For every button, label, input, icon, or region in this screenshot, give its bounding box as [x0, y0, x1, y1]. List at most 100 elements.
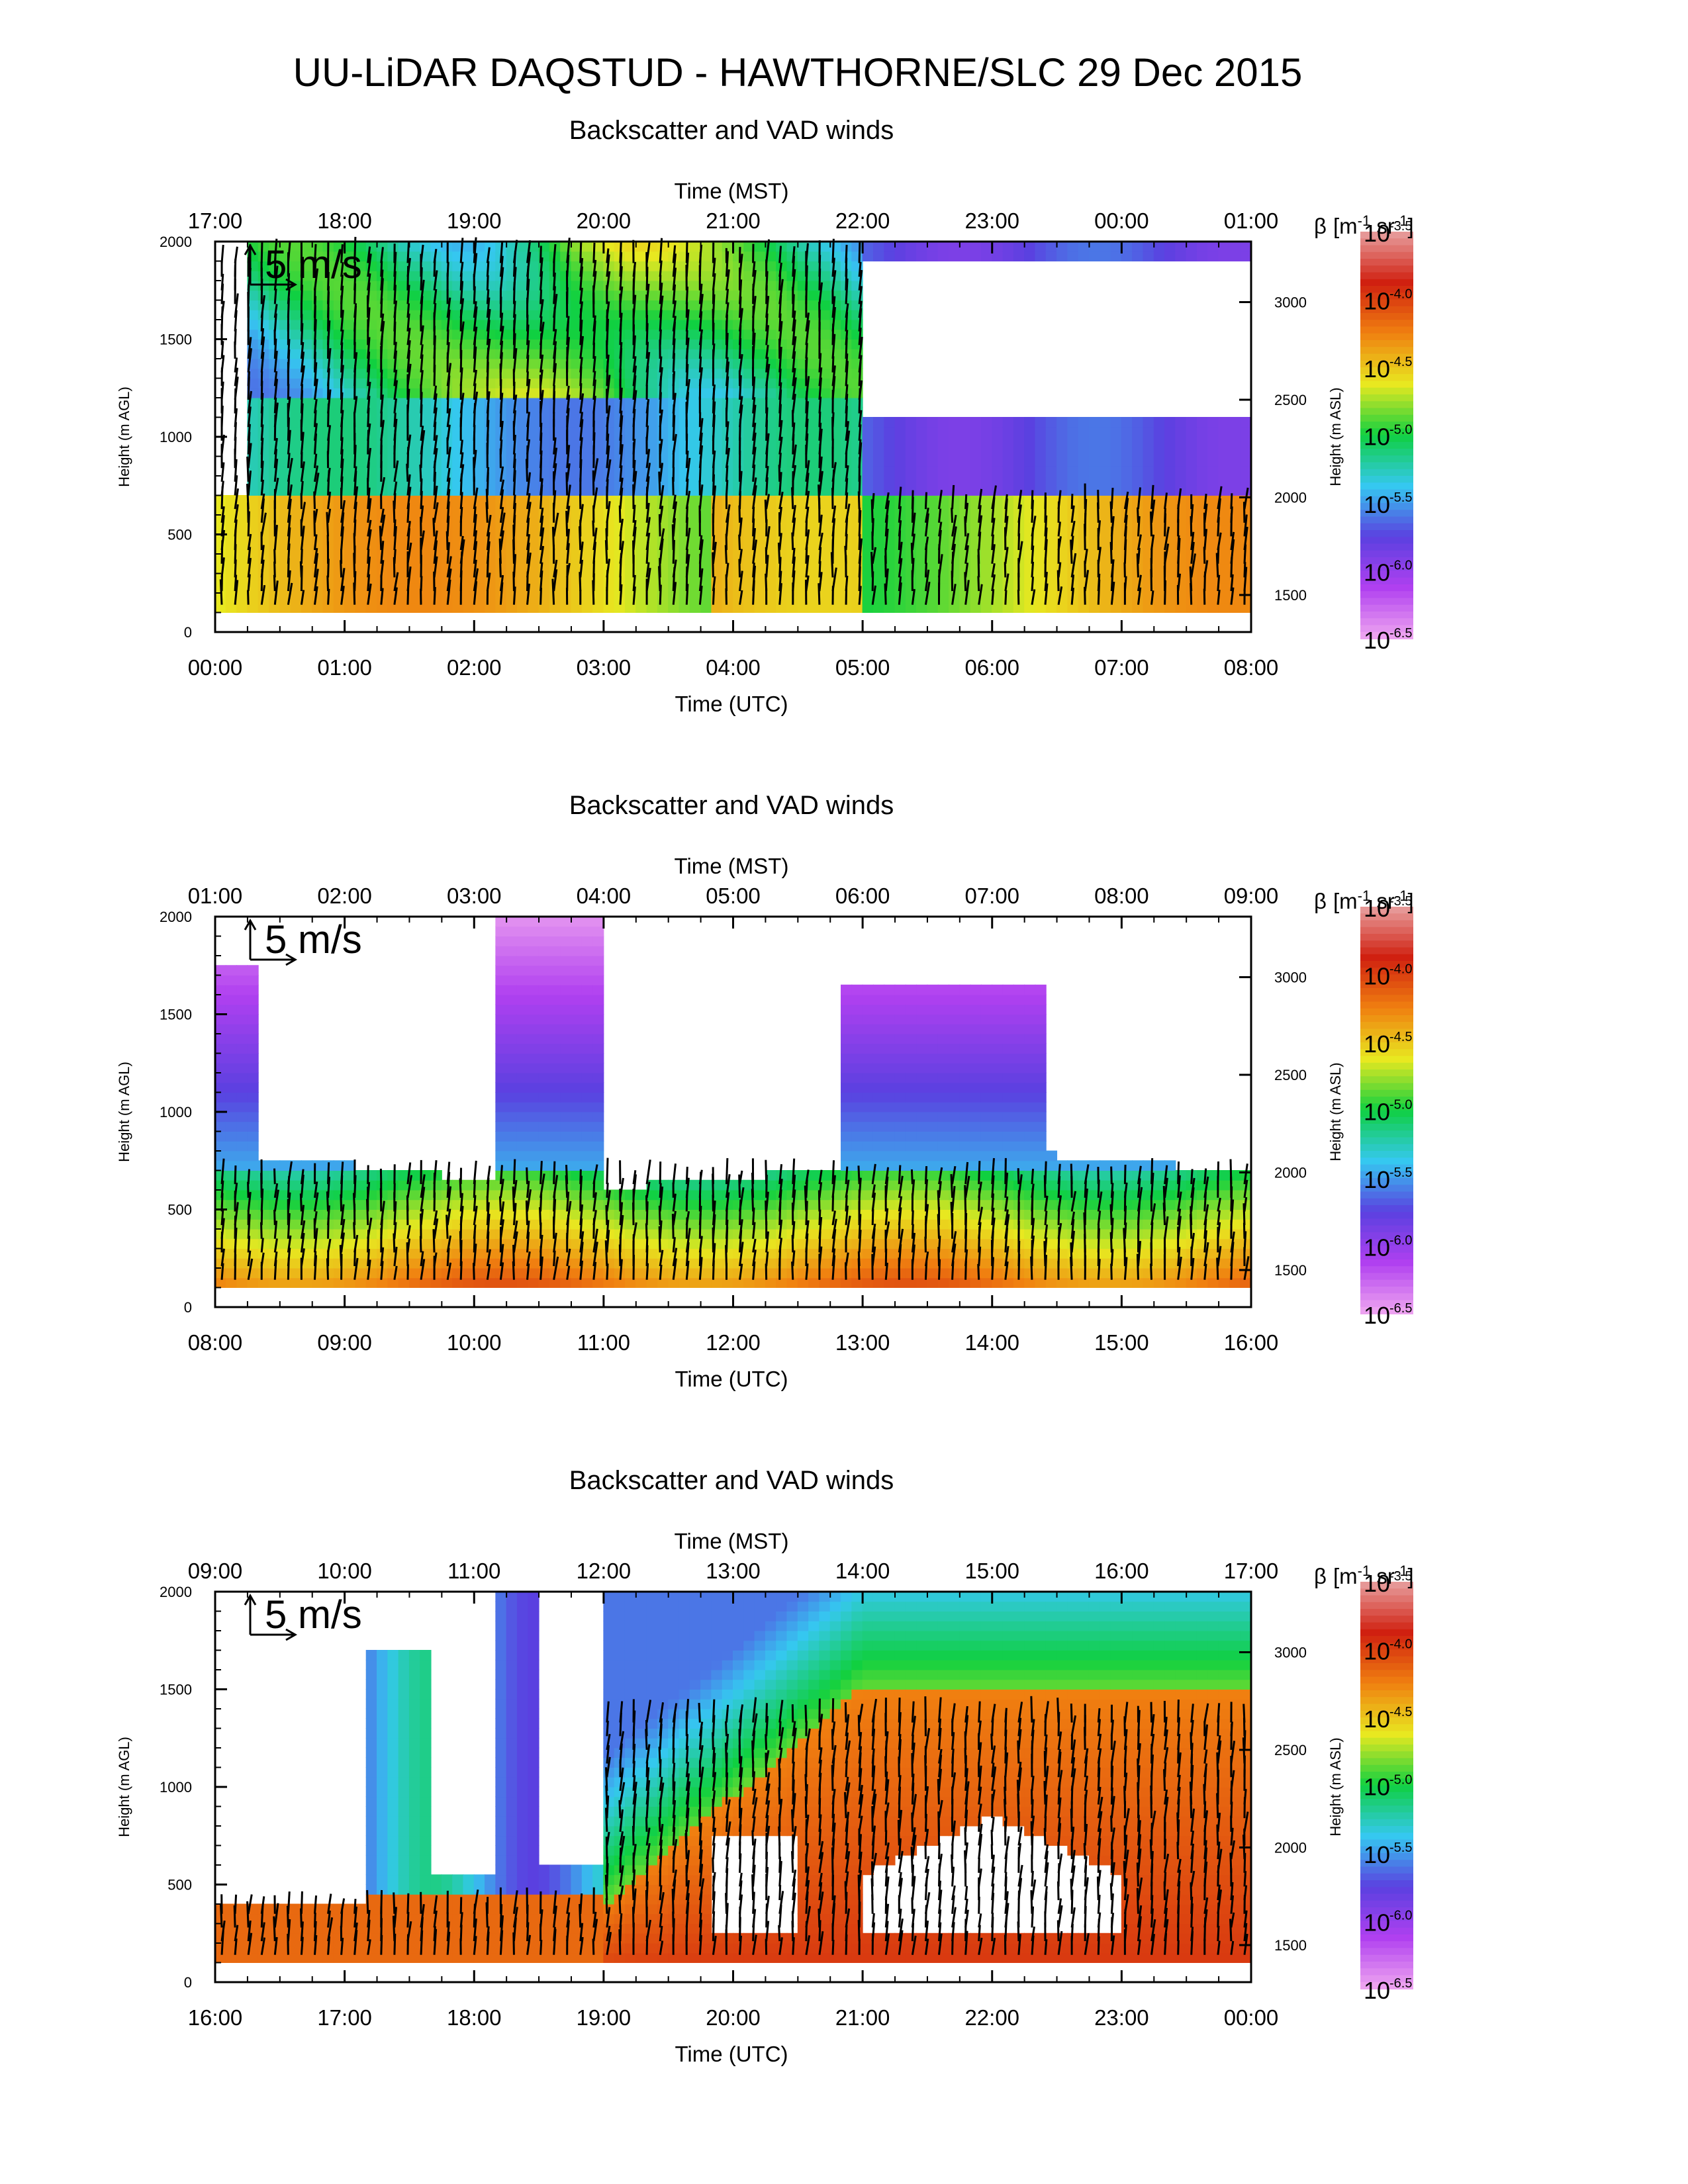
backscatter-cell — [214, 1072, 226, 1083]
backscatter-cell — [1100, 436, 1111, 447]
backscatter-cell — [733, 378, 745, 388]
backscatter-cell — [894, 241, 906, 252]
backscatter-cell — [528, 348, 539, 359]
backscatter-cell — [301, 446, 313, 457]
backscatter-cell — [312, 290, 324, 300]
backscatter-cell — [1143, 417, 1154, 428]
backscatter-cell — [980, 504, 993, 516]
backscatter-cell — [398, 485, 410, 496]
backscatter-cell — [398, 504, 410, 516]
backscatter-cell — [635, 251, 647, 261]
backscatter-cell — [312, 300, 324, 310]
backscatter-cell — [355, 319, 367, 330]
backscatter-cell — [1196, 456, 1209, 467]
backscatter-cell — [635, 563, 647, 574]
backscatter-cell — [679, 261, 690, 271]
x-tick-label-mst: 00:00 — [1094, 208, 1149, 233]
backscatter-cell — [355, 1189, 367, 1201]
backscatter-cell — [1045, 553, 1058, 565]
backscatter-cell — [1132, 475, 1144, 486]
backscatter-cell — [398, 251, 410, 261]
backscatter-cell — [355, 378, 367, 388]
backscatter-cell — [247, 1033, 259, 1044]
backscatter-cell — [1067, 417, 1079, 428]
backscatter-cell — [430, 475, 442, 486]
backscatter-cell — [916, 251, 928, 261]
colorbar-step — [1360, 469, 1413, 477]
backscatter-cell — [1100, 475, 1111, 486]
backscatter-cell — [1088, 436, 1101, 447]
backscatter-cell — [1196, 475, 1209, 486]
backscatter-cell — [290, 602, 302, 613]
backscatter-cell — [1121, 573, 1133, 584]
wind-arrow — [712, 535, 716, 551]
backscatter-cell — [528, 358, 539, 369]
wind-arrow — [858, 241, 861, 263]
backscatter-cell — [387, 339, 399, 349]
backscatter-cell — [485, 270, 496, 281]
backscatter-cell — [236, 495, 248, 506]
backscatter-cell — [408, 378, 421, 388]
backscatter-cell — [1045, 592, 1058, 604]
wind-arrow — [1031, 490, 1034, 510]
wind-arrow — [632, 438, 636, 455]
wind-arrow — [805, 357, 808, 373]
backscatter-cell — [387, 387, 399, 398]
backscatter-cell — [754, 348, 766, 359]
colorbar-step — [1360, 347, 1413, 355]
backscatter-cell — [700, 514, 712, 525]
backscatter-cell — [733, 456, 745, 467]
backscatter-cell — [927, 426, 939, 437]
backscatter-cell — [884, 436, 896, 447]
backscatter-cell — [1229, 251, 1241, 261]
backscatter-cell — [679, 300, 690, 310]
backscatter-cell — [754, 368, 766, 379]
backscatter-cell — [236, 1062, 248, 1073]
backscatter-cell — [312, 1238, 324, 1249]
backscatter-cell — [581, 270, 594, 281]
backscatter-cell — [377, 495, 389, 506]
backscatter-cell — [214, 1014, 226, 1024]
backscatter-cell — [420, 563, 432, 574]
backscatter-cell — [980, 553, 993, 565]
backscatter-cell — [1175, 456, 1187, 467]
backscatter-cell — [980, 524, 993, 535]
backscatter-cell — [463, 426, 475, 437]
backscatter-cell — [808, 261, 820, 271]
backscatter-cell — [528, 290, 539, 300]
wind-arrow — [300, 549, 303, 564]
backscatter-cell — [808, 387, 820, 398]
backscatter-cell — [420, 543, 432, 555]
backscatter-cell — [1100, 534, 1111, 545]
backscatter-cell — [214, 1131, 226, 1142]
backscatter-cell — [894, 446, 906, 457]
backscatter-cell — [549, 261, 561, 271]
backscatter-cell — [258, 368, 270, 379]
backscatter-cell — [333, 348, 346, 359]
backscatter-cell — [1207, 446, 1219, 457]
backscatter-cell — [301, 300, 313, 310]
backscatter-cell — [1013, 465, 1025, 477]
backscatter-cell — [528, 456, 539, 467]
backscatter-cell — [398, 592, 410, 604]
backscatter-cell — [290, 329, 302, 340]
backscatter-cell — [420, 378, 432, 388]
backscatter-cell — [312, 465, 324, 477]
backscatter-cell — [258, 1160, 270, 1171]
backscatter-cell — [247, 524, 259, 535]
colorbar-step — [1360, 462, 1413, 470]
backscatter-cell — [1002, 485, 1014, 496]
backscatter-cell — [1143, 446, 1154, 457]
wind-arrow — [1031, 561, 1035, 578]
wind-arrow — [659, 275, 662, 291]
backscatter-cell — [236, 1160, 248, 1171]
colorbar-step — [1360, 320, 1413, 328]
backscatter-cell — [949, 456, 961, 467]
backscatter-cell — [247, 319, 259, 330]
backscatter-cell — [679, 241, 690, 252]
backscatter-cell — [430, 426, 442, 437]
backscatter-cell — [430, 456, 442, 467]
backscatter-cell — [1045, 465, 1058, 477]
backscatter-cell — [862, 417, 874, 428]
backscatter-cell — [236, 965, 248, 976]
